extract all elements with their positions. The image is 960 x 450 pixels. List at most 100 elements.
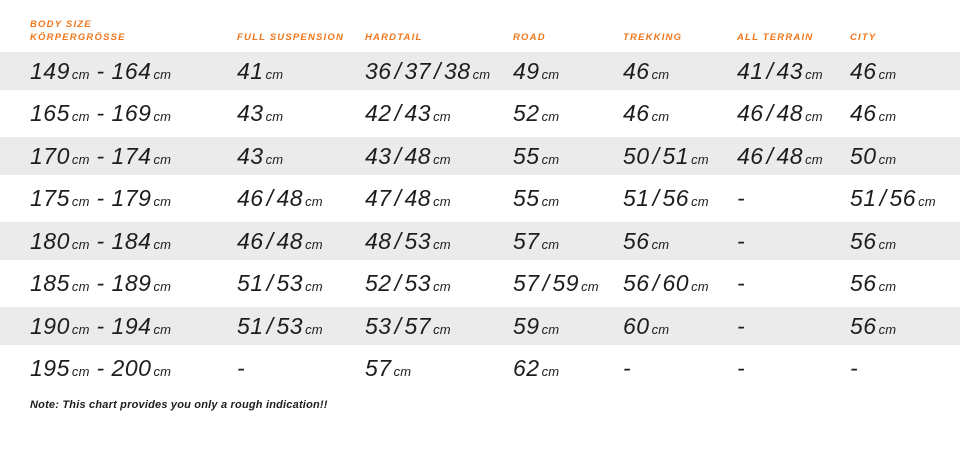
slash-separator: / [394, 312, 402, 339]
cell-hardtail: 52/53 cm [365, 270, 451, 296]
cell-hardtail: 36/37/38 cm [365, 57, 491, 84]
unit-label: cm [71, 279, 90, 294]
unit-label: cm [433, 109, 451, 124]
slash-separator: / [266, 312, 274, 339]
unit-label: cm [71, 364, 90, 379]
unit-label: cm [651, 321, 670, 337]
cell-full-suspension: 46/48 cm [237, 185, 323, 211]
cell-full-suspension: 51/53 cm [237, 312, 323, 339]
cell-all-terrain: - [737, 270, 746, 296]
cell-body-size: 170 cm - 174 cm [30, 142, 172, 169]
slash-separator: / [266, 270, 274, 296]
unit-label: cm [541, 236, 560, 252]
cell-road: 57 cm [513, 227, 560, 254]
unit-label: cm [878, 66, 897, 82]
unit-label: cm [305, 194, 323, 209]
unit-label: cm [433, 236, 451, 252]
unit-label: cm [153, 321, 172, 337]
unit-label: cm [878, 109, 897, 124]
column-header-all-terrain: ALL TERRAIN [737, 31, 814, 43]
column-header-body-size: BODY SIZE KÖRPERGRÖSSE [30, 19, 237, 44]
cell-road: 55 cm [513, 142, 560, 169]
cell-city: 56 cm [850, 270, 897, 296]
cell-road: 49 cm [513, 57, 560, 84]
cell-road: 55 cm [513, 185, 560, 211]
unit-label: cm [265, 66, 284, 82]
cell-body-size: 175 cm - 179 cm [30, 185, 172, 211]
unit-label: cm [878, 151, 897, 167]
unit-label: cm [805, 66, 823, 82]
slash-separator: / [266, 227, 274, 254]
body-size-label-de: KÖRPERGRÖSSE [30, 31, 126, 43]
cell-body-size: 149 cm - 164 cm [30, 57, 172, 84]
unit-label: cm [71, 236, 90, 252]
unit-label: cm [433, 194, 451, 209]
cell-city: 50 cm [850, 142, 897, 169]
slash-separator: / [766, 142, 774, 169]
unit-label: cm [153, 279, 172, 294]
cell-body-size: 180 cm - 184 cm [30, 227, 172, 254]
unit-label: cm [153, 66, 172, 82]
cell-trekking: 60 cm [623, 312, 670, 339]
cell-hardtail: 43/48 cm [365, 142, 451, 169]
unit-label: cm [651, 236, 670, 252]
cell-trekking: 56 cm [623, 227, 670, 254]
cell-full-suspension: 46/48 cm [237, 227, 323, 254]
cell-trekking: 51/56 cm [623, 185, 709, 211]
cell-hardtail: 53/57 cm [365, 312, 451, 339]
table-body: 149 cm - 164 cm 41 cm 36/37/38 cm 49 cm 46 cm 41/43… [0, 52, 960, 388]
unit-label: cm [541, 66, 560, 82]
cell-all-terrain: - [737, 312, 746, 339]
unit-label: cm [878, 321, 897, 337]
unit-label: cm [541, 151, 560, 167]
cell-full-suspension: 43 cm [237, 100, 284, 126]
unit-label: cm [541, 364, 560, 379]
unit-label: cm [71, 151, 90, 167]
cell-all-terrain: 41/43 cm [737, 57, 823, 84]
cell-city: 46 cm [850, 57, 897, 84]
cell-hardtail: 57 cm [365, 355, 412, 381]
unit-label: cm [71, 194, 90, 209]
unit-label: cm [265, 109, 284, 124]
slash-separator: / [879, 185, 887, 211]
cell-all-terrain: - [737, 185, 746, 211]
unit-label: cm [305, 279, 323, 294]
cell-full-suspension: 51/53 cm [237, 270, 323, 296]
column-header-trekking: TREKKING [623, 31, 683, 43]
unit-label: cm [305, 236, 323, 252]
cell-all-terrain: 46/48 cm [737, 100, 823, 126]
cell-road: 62 cm [513, 355, 560, 381]
cell-all-terrain: - [737, 227, 746, 254]
cell-trekking: 56/60 cm [623, 270, 709, 296]
cell-road: 57/59 cm [513, 270, 599, 296]
unit-label: cm [472, 66, 491, 82]
table-row: 180 cm - 184 cm 46/48 cm 48/53 cm 57 cm 56 cm - 56 cm [0, 222, 960, 260]
table-header: BODY SIZE KÖRPERGRÖSSE FULL SUSPENSION HA… [0, 8, 960, 52]
slash-separator: / [394, 57, 402, 84]
cell-city: - [850, 355, 859, 381]
unit-label: cm [541, 194, 560, 209]
table-row: 195 cm - 200 cm - 57 cm 62 cm - - - [0, 350, 960, 388]
slash-separator: / [394, 227, 402, 254]
slash-separator: / [766, 100, 774, 126]
slash-separator: / [394, 142, 402, 169]
column-header-city: CITY [850, 31, 877, 43]
cell-city: 56 cm [850, 312, 897, 339]
cell-full-suspension: 41 cm [237, 57, 284, 84]
cell-road: 59 cm [513, 312, 560, 339]
slash-separator: / [266, 185, 274, 211]
slash-separator: / [652, 270, 660, 296]
slash-separator: / [542, 270, 550, 296]
unit-label: cm [71, 321, 90, 337]
unit-label: cm [71, 109, 90, 124]
table-row: 149 cm - 164 cm 41 cm 36/37/38 cm 49 cm 46 cm 41/43… [0, 52, 960, 90]
table-row: 170 cm - 174 cm 43 cm 43/48 cm 55 cm 50/51 cm 46/48… [0, 137, 960, 175]
unit-label: cm [651, 66, 670, 82]
unit-label: cm [305, 321, 323, 337]
unit-label: cm [433, 151, 451, 167]
slash-separator: / [394, 270, 402, 296]
unit-label: cm [918, 194, 936, 209]
cell-road: 52 cm [513, 100, 560, 126]
unit-label: cm [153, 194, 172, 209]
column-header-hardtail: HARDTAIL [365, 31, 423, 43]
